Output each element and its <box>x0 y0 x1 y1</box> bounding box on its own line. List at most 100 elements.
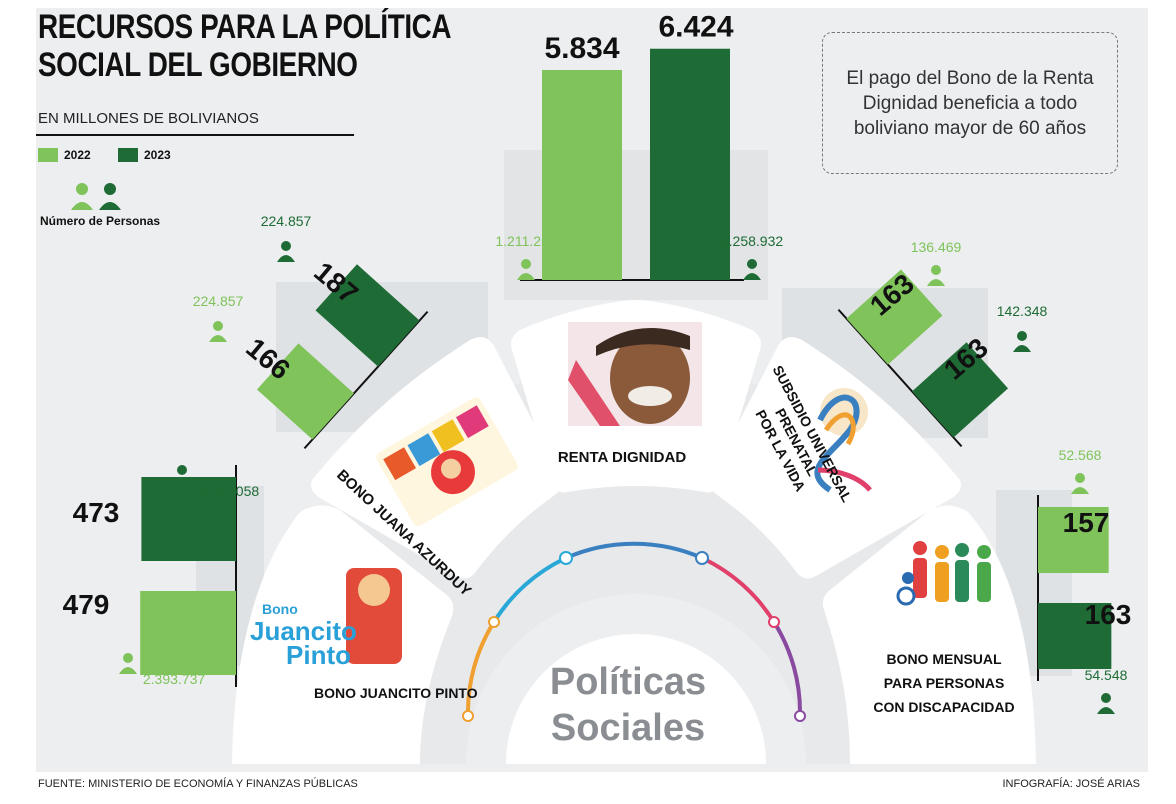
person-icon-subsidio-2022 <box>927 265 945 286</box>
colored-arc <box>462 541 806 722</box>
legend-label-2022: 2022 <box>64 148 91 162</box>
inner-white-disc <box>506 634 766 764</box>
person-icon-renta-2022 <box>517 259 535 280</box>
logo-text-line2: Juancito <box>250 616 357 646</box>
bar-group-discapacidad <box>1037 495 1112 681</box>
arc-segment-cyan <box>492 556 567 624</box>
logo-text-line1: Bono <box>262 601 298 617</box>
person-head <box>281 241 291 251</box>
person-icon-juana-2022 <box>209 321 227 342</box>
person-head <box>213 321 223 331</box>
person-head <box>747 259 757 269</box>
person-body <box>173 479 191 486</box>
discapacidad-label-line-1: BONO MENSUAL <box>886 651 1002 667</box>
arc-node <box>559 551 573 565</box>
title-line-2: SOCIAL DEL GOBIERNO <box>38 46 358 84</box>
people-count-renta-2022: 1.211.253 <box>495 233 556 249</box>
people-legend-label: Número de Personas <box>40 214 161 228</box>
discapacidad-label-line-2: PARA PERSONAS <box>884 675 1005 691</box>
people-count-juancito-2023: 2.361.058 <box>197 483 259 499</box>
center-label-line-1: Políticas <box>550 661 706 703</box>
bar-group-juancito <box>140 465 237 687</box>
arc-segment-blue <box>565 541 703 560</box>
arc-node <box>488 616 500 628</box>
value-label-renta-2023: 6.424 <box>658 11 733 44</box>
people-count-discapacidad-2022: 52.568 <box>1059 447 1102 463</box>
person-head <box>1075 473 1085 483</box>
people-count-discapacidad-2023: 54.548 <box>1085 667 1128 683</box>
subsidio-prenatal-logo <box>814 388 872 493</box>
discapacidad-people-icon <box>896 541 991 606</box>
person-body <box>277 255 295 262</box>
arc-segment-purple <box>772 620 803 717</box>
bar-renta-2023 <box>650 48 730 281</box>
bar-2023 <box>1038 603 1112 669</box>
bar-2022 <box>256 343 354 440</box>
value-label-juancito-2023: 473 <box>73 497 120 528</box>
person-body <box>1071 487 1089 494</box>
arc-segment-pink <box>701 556 776 624</box>
person-head <box>1017 331 1027 341</box>
people-count-renta-2023: 1.258.932 <box>721 233 783 249</box>
person-head <box>931 265 941 275</box>
bar-group-juana <box>256 264 429 450</box>
people-legend-icon <box>71 183 121 210</box>
person-head <box>521 259 531 269</box>
category-label-discapacidad: BONO MENSUAL PARA PERSONAS CON DISCAPACI… <box>873 651 1014 715</box>
person-icon-juana-2023 <box>277 241 295 262</box>
person-body <box>743 273 761 280</box>
legend-item-2022: 2022 <box>38 148 91 162</box>
arc-segment-orange <box>465 620 496 717</box>
bar-2022 <box>140 591 236 675</box>
bar-axis <box>837 308 963 448</box>
bar-2023 <box>315 264 420 367</box>
person-head <box>177 465 187 475</box>
bar-2022 <box>1038 507 1109 573</box>
person-icon-subsidio-2023 <box>1013 331 1031 352</box>
juancito-pinto-logo: Bono Juancito Pinto <box>250 568 402 670</box>
person-body <box>119 667 137 674</box>
value-label-discapacidad-2023: 163 <box>1085 599 1132 630</box>
logo-text-line3: Pinto <box>286 640 351 670</box>
category-label-juancito: BONO JUANCITO PINTO <box>314 685 478 701</box>
title-line-1: RECURSOS PARA LA POLÍTICA <box>38 8 452 46</box>
people-count-subsidio-2023: 142.348 <box>997 303 1048 319</box>
bar-2023 <box>912 342 1009 438</box>
note-text: El pago del Bono de la Renta Dignidad be… <box>846 67 1094 139</box>
page-title: RECURSOS PARA LA POLÍTICA SOCIAL DEL GOB… <box>38 8 464 84</box>
person-icon-renta-2023 <box>743 259 761 280</box>
subtitle: EN MILLONES DE BOLIVIANOS <box>38 110 259 127</box>
value-label-discapacidad-2022: 157 <box>1063 507 1110 538</box>
person-icon-juancito-2022 <box>119 653 137 674</box>
person-icon-juancito-2023 <box>173 465 191 486</box>
footer-credit: INFOGRAFÍA: JOSÉ ARIAS <box>1002 778 1140 790</box>
people-count-juancito-2022: 2.393.737 <box>143 671 205 687</box>
discapacidad-label-line-3: CON DISCAPACIDAD <box>873 699 1014 715</box>
legend-label-2023: 2023 <box>144 148 171 162</box>
people-count-juana-2022: 224.857 <box>193 293 244 309</box>
person-head <box>123 653 133 663</box>
arc-node <box>695 551 709 565</box>
person-body <box>1097 707 1115 714</box>
person-body <box>517 273 535 280</box>
person-body <box>927 279 945 286</box>
value-label-renta-2022: 5.834 <box>544 32 619 65</box>
arc-node <box>794 710 806 722</box>
value-label-juancito-2022: 479 <box>63 589 110 620</box>
person-icon-discapacidad-2023 <box>1097 693 1115 714</box>
renta-dignidad-photo <box>568 322 702 426</box>
bar-2023 <box>141 477 236 561</box>
renta-dignidad-note: El pago del Bono de la Renta Dignidad be… <box>822 32 1118 174</box>
people-count-juana-2023: 224.857 <box>261 213 312 229</box>
person-body <box>1013 345 1031 352</box>
legend-swatch-2022 <box>38 148 58 162</box>
juana-azurduy-logo <box>376 397 518 526</box>
arc-node <box>462 710 474 722</box>
person-body <box>209 335 227 342</box>
center-label-line-2: Sociales <box>551 707 705 749</box>
bar-renta-2022 <box>542 69 622 280</box>
footer-source: FUENTE: MINISTERIO DE ECONOMÍA Y FINANZA… <box>38 778 358 790</box>
bar-2022 <box>846 269 943 365</box>
title-rule <box>36 134 354 136</box>
